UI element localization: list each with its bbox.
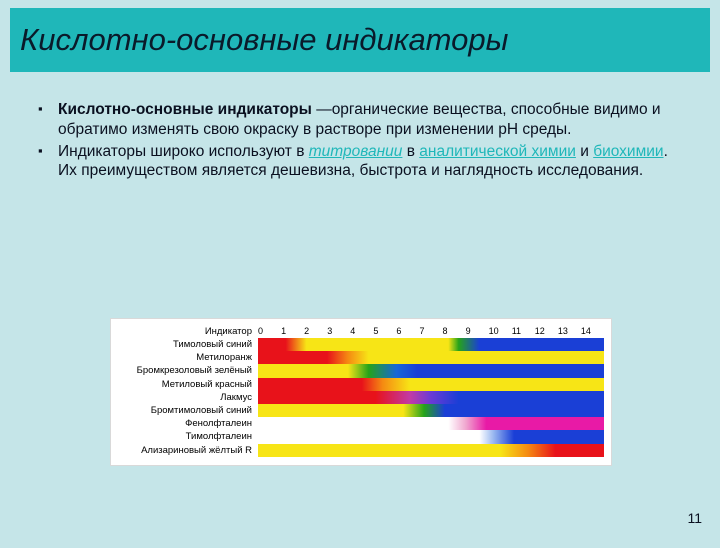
body-content: Кислотно-основные индикаторы —органическ… [0,72,720,181]
indicator-bar [258,351,604,364]
chart-axis: 01234567891011121314 [258,326,604,338]
axis-tick: 14 [581,326,604,338]
axis-tick: 9 [466,326,489,338]
indicator-label: Тимоловый синий [110,338,258,351]
bullet2-t3: и [576,143,593,160]
bullet-list: Кислотно-основные индикаторы —органическ… [34,100,686,181]
indicator-bar [258,338,604,351]
indicator-label: Бромкрезоловый зелёный [110,364,258,377]
chart-bars-column: 01234567891011121314 [258,324,604,460]
axis-tick: 0 [258,326,281,338]
bullet-item-2: Индикаторы широко используют в титровани… [34,142,686,182]
axis-tick: 2 [304,326,327,338]
indicator-label: Тимолфталеин [110,430,258,443]
page-number: 11 [687,510,702,526]
link-biochem[interactable]: биохимии [593,143,663,160]
axis-tick: 3 [327,326,350,338]
axis-tick: 7 [419,326,442,338]
slide-title: Кислотно-основные индикаторы [20,22,700,58]
axis-tick: 1 [281,326,304,338]
indicator-bar [258,378,604,391]
axis-tick: 11 [512,326,535,338]
chart-labels-column: Индикатор Тимоловый синийМетилоранжБромк… [110,324,258,460]
indicator-bar [258,417,604,430]
bullet-item-1: Кислотно-основные индикаторы —органическ… [34,100,686,140]
indicator-label: Метилоранж [110,351,258,364]
indicator-label: Метиловый красный [110,378,258,391]
indicator-label: Лакмус [110,391,258,404]
axis-tick: 4 [350,326,373,338]
indicator-label: Бромтимоловый синий [110,404,258,417]
title-band: Кислотно-основные индикаторы [10,8,710,72]
link-titration[interactable]: титровании [309,143,403,160]
axis-tick: 12 [535,326,558,338]
axis-tick: 8 [443,326,466,338]
indicator-label: Фенолфталеин [110,417,258,430]
axis-tick: 10 [489,326,512,338]
indicator-bar [258,391,604,404]
link-analytical-chem[interactable]: аналитической химии [419,143,576,160]
indicator-bar [258,430,604,443]
bullet1-bold: Кислотно-основные индикаторы [58,101,316,118]
indicator-ph-chart: Индикатор Тимоловый синийМетилоранжБромк… [110,318,612,466]
axis-tick: 5 [373,326,396,338]
bullet2-t1: Индикаторы широко используют в [58,143,309,160]
indicator-label: Ализариновый жёлтый R [110,444,258,457]
bullet2-t2: в [402,143,419,160]
axis-tick: 6 [396,326,419,338]
indicator-bar [258,404,604,417]
indicator-bar [258,444,604,457]
axis-tick: 13 [558,326,581,338]
chart-header-label: Индикатор [110,326,258,338]
indicator-bar [258,364,604,377]
